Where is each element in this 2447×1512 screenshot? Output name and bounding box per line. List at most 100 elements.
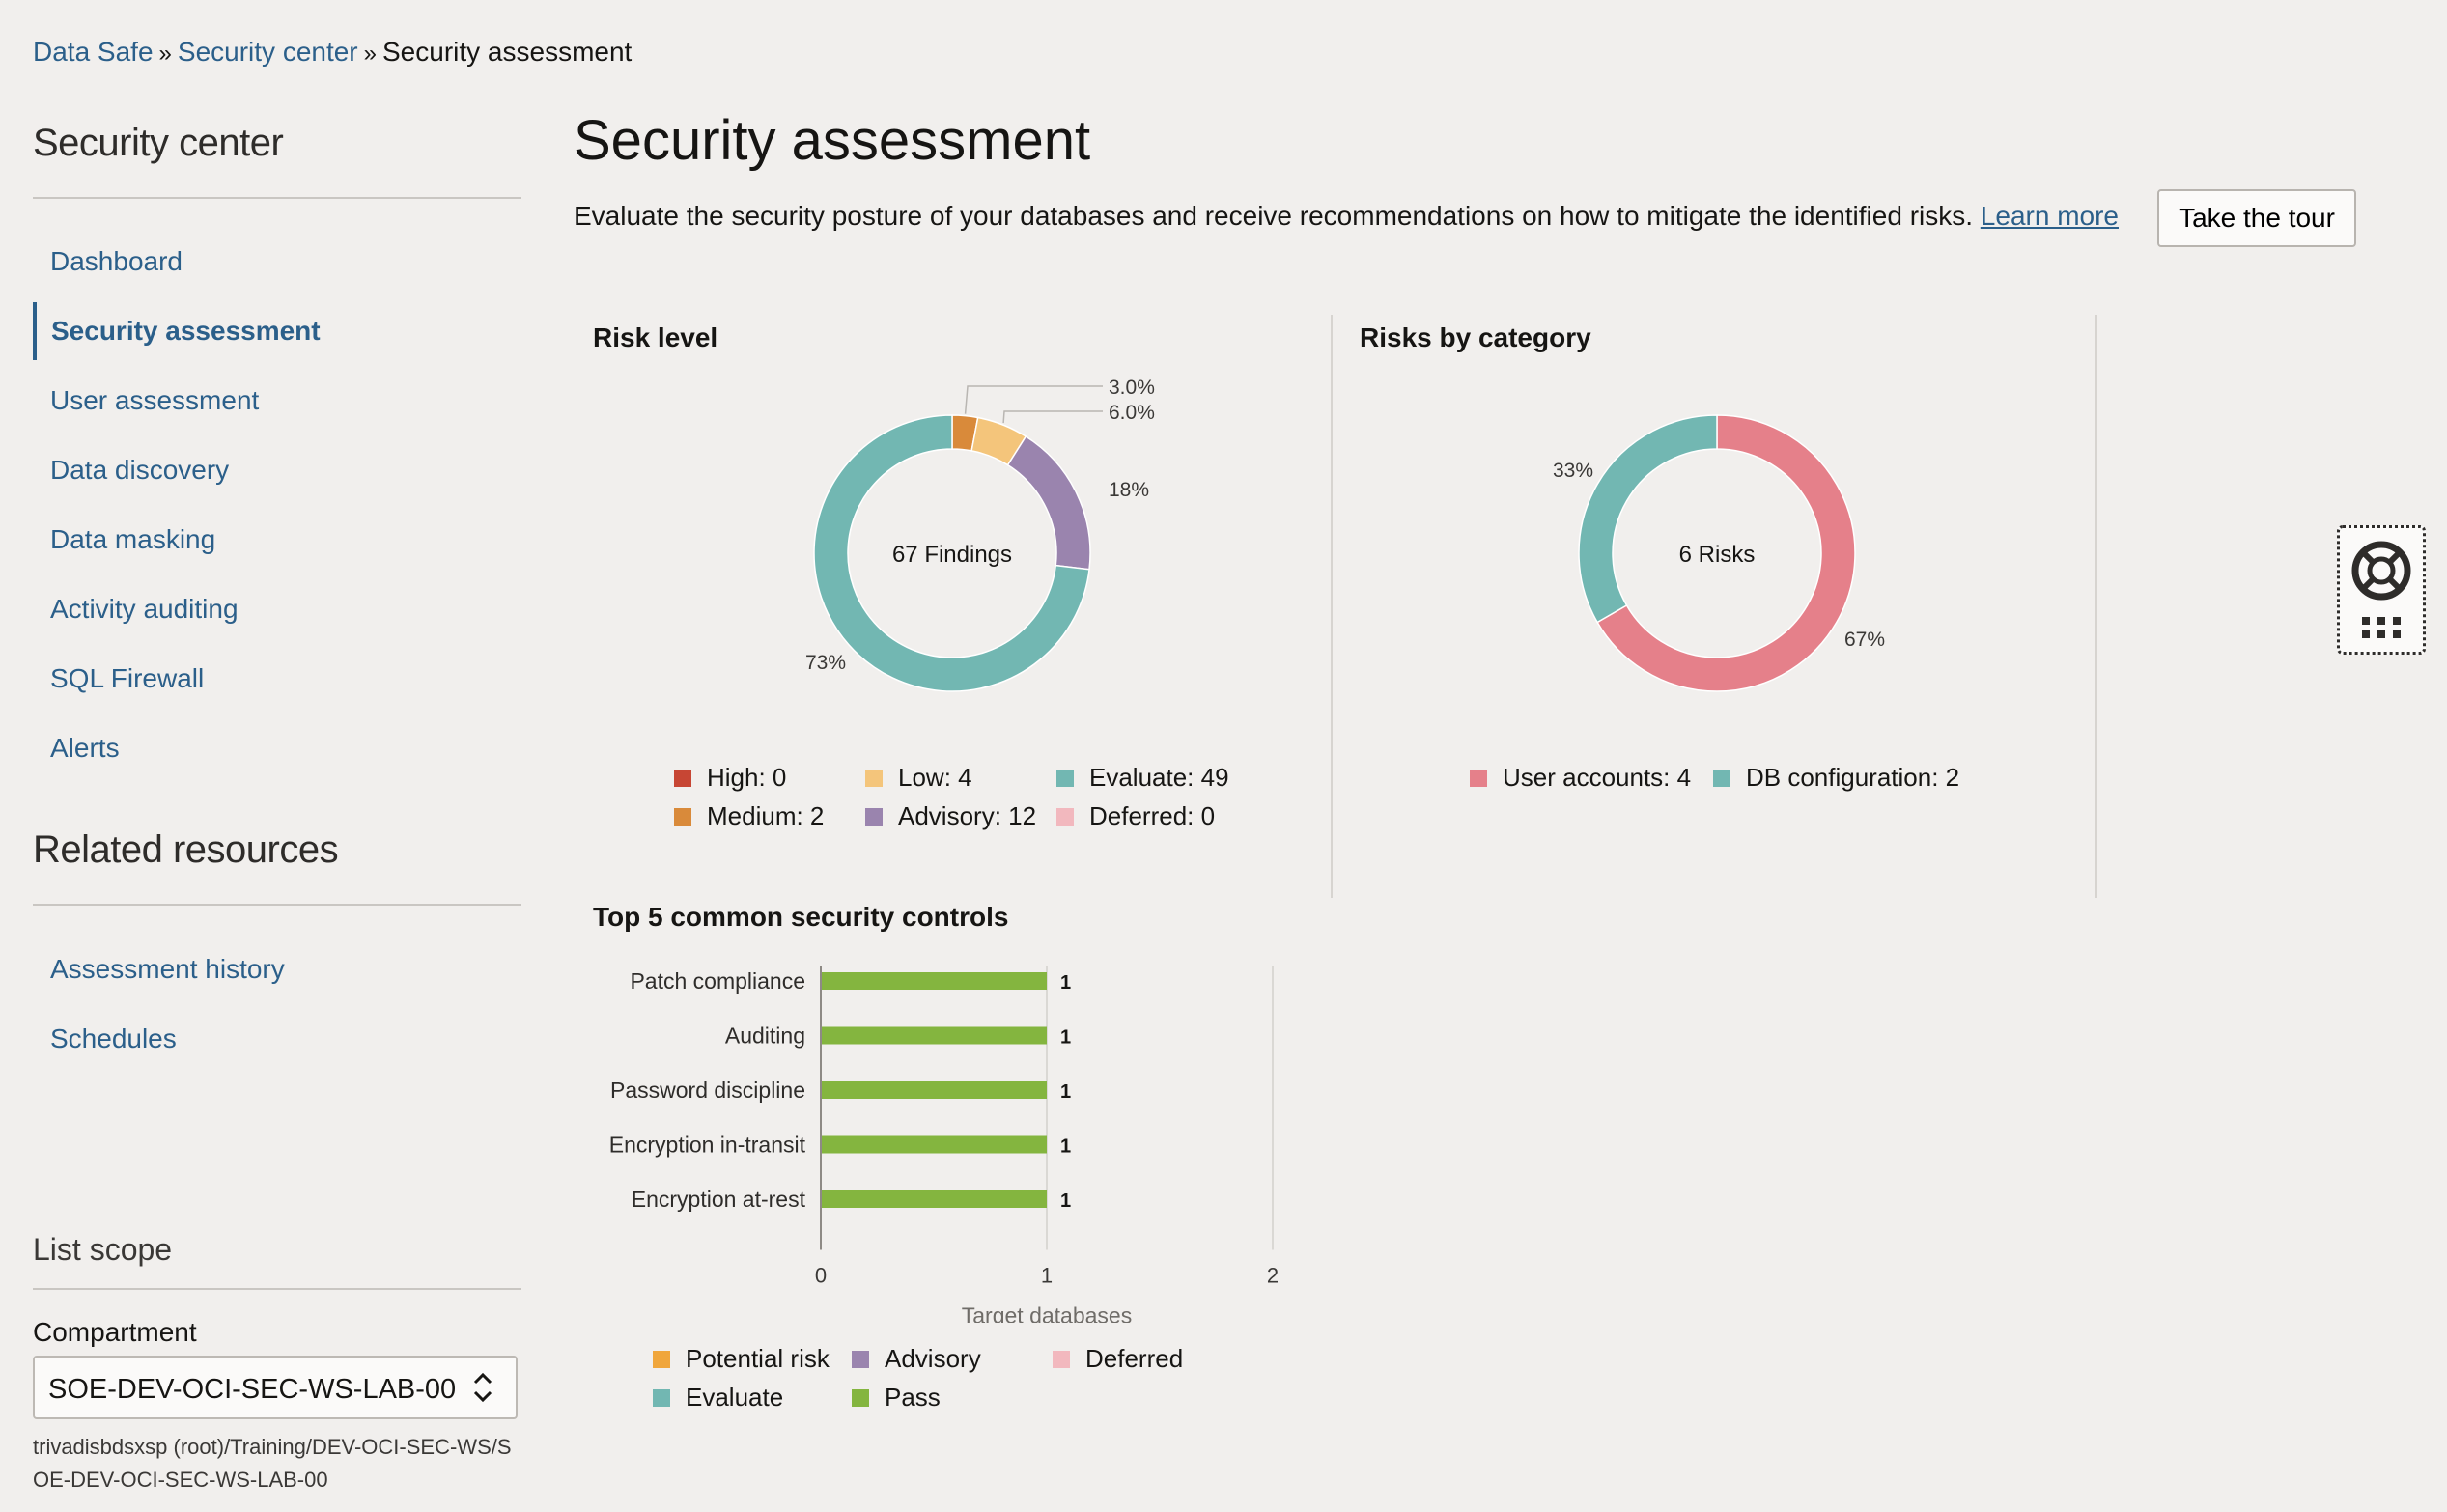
legend-item-medium[interactable]: Medium: 2 — [674, 801, 824, 831]
donut-slice-user-accounts[interactable] — [1596, 414, 1856, 692]
top-controls-legend: Potential risk Advisory Deferred Evaluat… — [653, 1344, 1232, 1431]
legend-item-pass[interactable]: Pass — [852, 1383, 941, 1413]
legend-label: Advisory — [885, 1344, 981, 1373]
legend-item-evaluate[interactable]: Evaluate — [653, 1383, 783, 1413]
sidebar-item-label: Assessment history — [50, 954, 285, 984]
compartment-select[interactable]: SOE-DEV-OCI-SEC-WS-LAB-00 — [33, 1356, 518, 1419]
page-description-text: Evaluate the security posture of your da… — [574, 201, 1974, 231]
legend-item-deferred[interactable]: Deferred: 0 — [1056, 801, 1215, 831]
page-description: Evaluate the security posture of your da… — [574, 201, 2119, 232]
risks-by-category-donut-chart: 67% 33% 6 Risks — [1553, 414, 1885, 692]
legend-swatch — [1053, 1351, 1070, 1368]
sidebar-heading: Security center — [33, 122, 284, 164]
y-category-label: Auditing — [725, 1023, 805, 1049]
legend-label: DB configuration: 2 — [1746, 763, 1960, 792]
sidebar-item-label: Data masking — [50, 524, 216, 554]
chevron-up-down-icon — [471, 1369, 494, 1408]
breadcrumb-separator: » — [158, 41, 172, 67]
breadcrumb-separator: » — [363, 41, 377, 67]
bar-encryption-at-rest[interactable] — [822, 1190, 1047, 1208]
sidebar-item-label: SQL Firewall — [50, 663, 205, 693]
sidebar-item-label: Activity auditing — [50, 594, 239, 624]
legend-swatch — [1713, 770, 1730, 787]
compartment-select-value: SOE-DEV-OCI-SEC-WS-LAB-00 — [48, 1374, 457, 1405]
list-scope-heading: List scope — [33, 1232, 173, 1267]
legend-swatch — [1470, 770, 1487, 787]
breadcrumb-link-security-center[interactable]: Security center — [177, 37, 358, 67]
legend-label: Deferred — [1085, 1344, 1184, 1373]
top-controls-bar-chart: 0 1 2 Patch compliance 1 Auditing 1 Password di… — [609, 966, 1279, 1324]
slice-percent-label: 67% — [1844, 629, 1885, 651]
legend-label: Low: 4 — [898, 763, 972, 792]
sidebar-item-schedules[interactable]: Schedules — [33, 1010, 516, 1068]
legend-label: Pass — [885, 1383, 941, 1412]
take-the-tour-button[interactable]: Take the tour — [2157, 189, 2356, 247]
sidebar-item-label: Security assessment — [51, 316, 321, 346]
legend-item-evaluate[interactable]: Evaluate: 49 — [1056, 763, 1229, 793]
legend-swatch — [674, 808, 691, 826]
legend-item-potential-risk[interactable]: Potential risk — [653, 1344, 830, 1374]
legend-swatch — [674, 770, 691, 787]
bar-auditing[interactable] — [822, 1026, 1047, 1045]
x-tick-label: 2 — [1267, 1264, 1279, 1288]
donut-slice-db-configuration[interactable] — [1578, 414, 1718, 624]
legend-swatch — [852, 1389, 869, 1407]
legend-item-deferred[interactable]: Deferred — [1053, 1344, 1183, 1374]
leader-line — [964, 385, 1103, 414]
sidebar-item-security-assessment[interactable]: Security assessment — [33, 302, 520, 360]
breadcrumb: Data Safe» Security center» Security asses… — [33, 37, 632, 68]
legend-swatch — [852, 1351, 869, 1368]
sidebar-item-label: Data discovery — [50, 455, 230, 485]
bar-encryption-in-transit[interactable] — [822, 1135, 1047, 1154]
legend-item-high[interactable]: High: 0 — [674, 763, 786, 793]
learn-more-link[interactable]: Learn more — [1980, 201, 2119, 231]
y-category-label: Patch compliance — [630, 968, 805, 994]
legend-swatch — [653, 1389, 670, 1407]
bar-patch-compliance[interactable] — [822, 972, 1047, 990]
breadcrumb-link-data-safe[interactable]: Data Safe — [33, 37, 154, 67]
legend-swatch — [1056, 770, 1074, 787]
y-category-label: Password discipline — [610, 1078, 805, 1103]
risks-by-category-legend: User accounts: 4 DB configuration: 2 — [1470, 763, 2011, 811]
card-divider — [2095, 315, 2097, 898]
sidebar-item-label: Alerts — [50, 733, 120, 763]
risk-level-title: Risk level — [593, 322, 718, 352]
bar-data-label: 1 — [1060, 1081, 1071, 1103]
compartment-path: trivadisbdsxsp (root)/Training/DEV-OCI-S… — [33, 1435, 512, 1492]
donut-center-label: 67 Findings — [892, 542, 1012, 568]
page-title: Security assessment — [574, 109, 1091, 172]
slice-percent-label: 18% — [1109, 479, 1149, 501]
legend-label: Advisory: 12 — [898, 801, 1037, 830]
sidebar-item-dashboard[interactable]: Dashboard — [33, 233, 516, 291]
slice-percent-label: 73% — [805, 652, 846, 674]
sidebar-item-data-discovery[interactable]: Data discovery — [33, 441, 516, 499]
sidebar-item-assessment-history[interactable]: Assessment history — [33, 940, 516, 998]
compartment-label: Compartment — [33, 1317, 197, 1347]
sidebar-item-data-masking[interactable]: Data masking — [33, 511, 516, 569]
sidebar-item-alerts[interactable]: Alerts — [33, 719, 516, 777]
top-controls-title: Top 5 common security controls — [593, 902, 1009, 932]
legend-item-advisory[interactable]: Advisory — [852, 1344, 981, 1374]
list-scope-divider — [33, 1288, 521, 1290]
legend-label: User accounts: 4 — [1503, 763, 1692, 792]
donut-slice-advisory[interactable] — [1006, 435, 1091, 571]
legend-label: Evaluate — [686, 1383, 784, 1412]
sidebar-item-label: Dashboard — [50, 246, 183, 276]
sidebar-item-user-assessment[interactable]: User assessment — [33, 372, 516, 430]
legend-item-low[interactable]: Low: 4 — [865, 763, 972, 793]
x-axis-label: Target databases — [962, 1303, 1132, 1324]
sidebar-item-label: User assessment — [50, 385, 260, 415]
sidebar-item-activity-auditing[interactable]: Activity auditing — [33, 580, 516, 638]
sidebar-item-sql-firewall[interactable]: SQL Firewall — [33, 650, 516, 708]
sidebar-divider — [33, 197, 521, 199]
y-category-label: Encryption in-transit — [609, 1133, 806, 1158]
help-widget[interactable] — [2337, 525, 2426, 655]
legend-item-advisory[interactable]: Advisory: 12 — [865, 801, 1036, 831]
related-resources-divider — [33, 904, 521, 906]
risk-level-legend: High: 0 Low: 4 Evaluate: 49 Medium: 2 Ad… — [674, 763, 1253, 850]
legend-label: Potential risk — [686, 1344, 830, 1373]
legend-item-db-configuration[interactable]: DB configuration: 2 — [1713, 763, 1959, 793]
legend-item-user-accounts[interactable]: User accounts: 4 — [1470, 763, 1691, 793]
bar-password-discipline[interactable] — [822, 1081, 1047, 1099]
donut-slice-evaluate[interactable] — [813, 414, 1090, 692]
